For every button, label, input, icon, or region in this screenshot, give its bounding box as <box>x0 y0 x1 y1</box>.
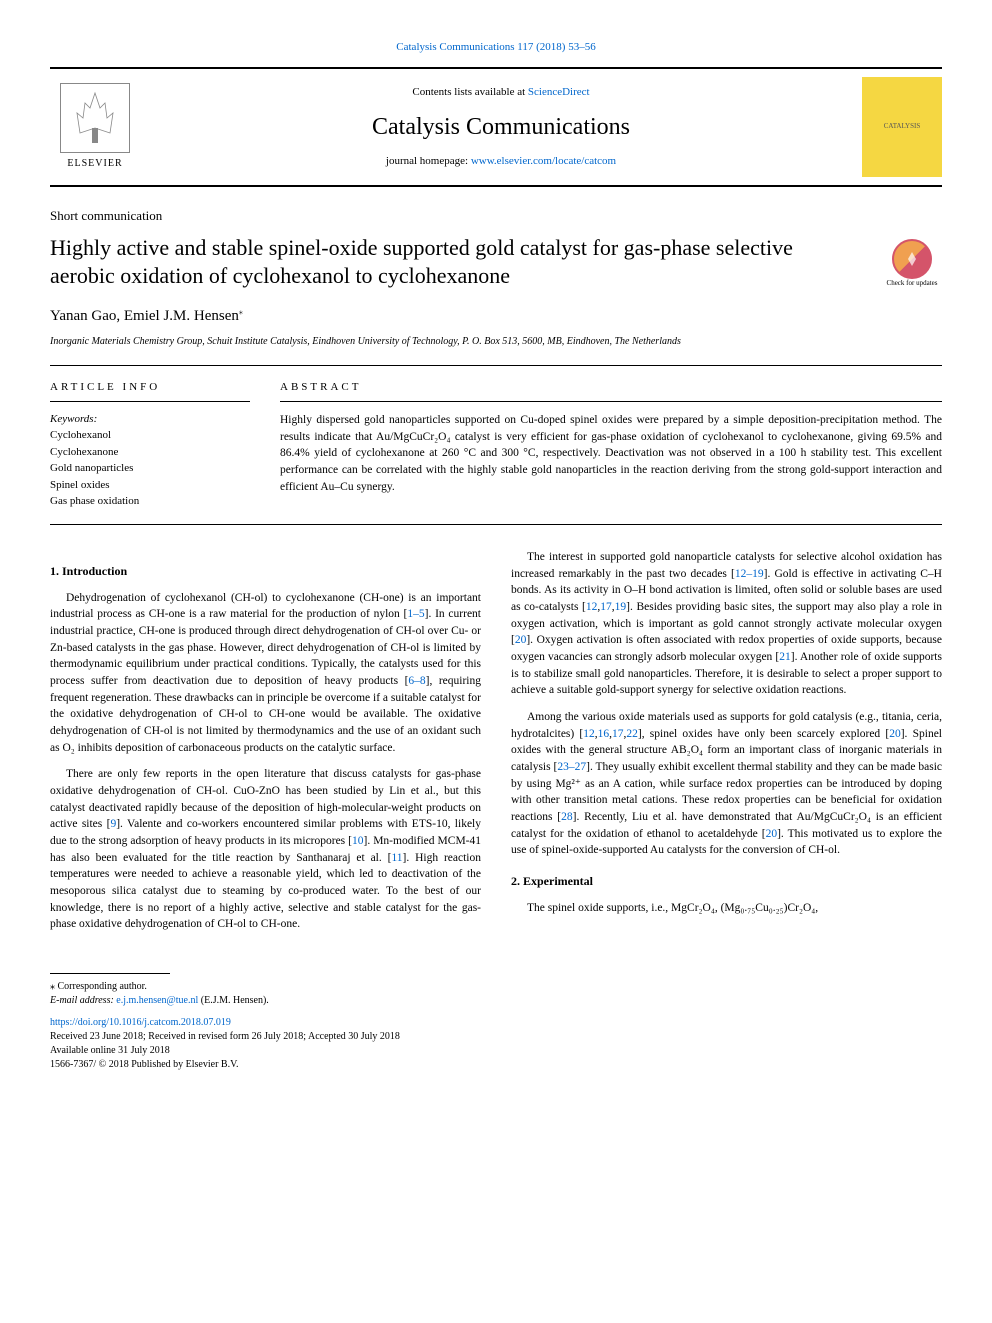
article-title: Highly active and stable spinel-oxide su… <box>50 234 862 291</box>
ref-link[interactable]: 20 <box>515 634 527 646</box>
paragraph: Dehydrogenation of cyclohexanol (CH-ol) … <box>50 590 481 757</box>
ref-link[interactable]: 6–8 <box>408 675 425 687</box>
check-updates-label: Check for updates <box>887 279 938 289</box>
journal-header: ELSEVIER Contents lists available at Sci… <box>50 67 942 187</box>
author-names: Yanan Gao, Emiel J.M. Hensen <box>50 308 239 324</box>
body-columns: 1. Introduction Dehydrogenation of cyclo… <box>50 549 942 943</box>
ref-link[interactable]: 12 <box>583 728 595 740</box>
abstract-heading: ABSTRACT <box>280 380 942 402</box>
elsevier-logo: ELSEVIER <box>50 77 140 177</box>
abstract-column: ABSTRACT Highly dispersed gold nanoparti… <box>280 380 942 510</box>
ref-link[interactable]: 28 <box>561 811 573 823</box>
ref-link[interactable]: 12 <box>586 601 598 613</box>
ref-link[interactable]: 20 <box>766 828 778 840</box>
ref-link[interactable]: 12–19 <box>735 568 764 580</box>
ref-link[interactable]: 17 <box>612 728 624 740</box>
contents-prefix: Contents lists available at <box>412 86 527 98</box>
keyword-item: Gas phase oxidation <box>50 493 250 510</box>
available-line: Available online 31 July 2018 <box>50 1044 942 1058</box>
doi-link[interactable]: https://doi.org/10.1016/j.catcom.2018.07… <box>50 1017 231 1028</box>
homepage-prefix: journal homepage: <box>386 155 471 167</box>
info-heading: ARTICLE INFO <box>50 380 250 402</box>
check-updates-icon <box>892 239 932 279</box>
email-label: E-mail address: <box>50 995 116 1006</box>
info-abstract-row: ARTICLE INFO Keywords: Cyclohexanol Cycl… <box>50 365 942 525</box>
homepage-link[interactable]: www.elsevier.com/locate/catcom <box>471 155 616 167</box>
keyword-item: Cyclohexanone <box>50 444 250 461</box>
received-line: Received 23 June 2018; Received in revis… <box>50 1030 942 1044</box>
ref-link[interactable]: 21 <box>779 651 791 663</box>
corresponding-author-note: ⁎ Corresponding author. <box>50 980 942 994</box>
ref-link[interactable]: 1–5 <box>407 608 424 620</box>
ref-link[interactable]: 10 <box>352 835 364 847</box>
copyright-line: 1566-7367/ © 2018 Published by Elsevier … <box>50 1058 942 1072</box>
check-updates-badge[interactable]: Check for updates <box>882 234 942 294</box>
ref-link[interactable]: 17 <box>600 601 612 613</box>
abstract-text: Highly dispersed gold nanoparticles supp… <box>280 412 942 495</box>
paragraph: There are only few reports in the open l… <box>50 766 481 933</box>
elsevier-name: ELSEVIER <box>67 157 122 171</box>
contents-line: Contents lists available at ScienceDirec… <box>140 85 862 100</box>
ref-link[interactable]: 20 <box>889 728 901 740</box>
homepage-line: journal homepage: www.elsevier.com/locat… <box>140 154 862 169</box>
keyword-item: Cyclohexanol <box>50 427 250 444</box>
text: ], spinel oxides have only been scarcely… <box>638 728 889 740</box>
left-column: 1. Introduction Dehydrogenation of cyclo… <box>50 549 481 943</box>
ref-link[interactable]: 23–27 <box>557 761 586 773</box>
ref-link[interactable]: 16 <box>598 728 610 740</box>
doi-line: https://doi.org/10.1016/j.catcom.2018.07… <box>50 1016 942 1030</box>
article-type: Short communication <box>50 207 942 225</box>
keywords-label: Keywords: <box>50 412 250 427</box>
paragraph: The interest in supported gold nanoparti… <box>511 549 942 699</box>
journal-cover-thumbnail: CATALYSIS <box>862 77 942 177</box>
ref-link[interactable]: 22 <box>626 728 638 740</box>
authors: Yanan Gao, Emiel J.M. Hensen⁎ <box>50 306 942 327</box>
paragraph: Among the various oxide materials used a… <box>511 709 942 859</box>
keyword-item: Gold nanoparticles <box>50 460 250 477</box>
footer-divider <box>50 973 170 974</box>
ref-link[interactable]: 19 <box>615 601 627 613</box>
keyword-item: Spinel oxides <box>50 477 250 494</box>
top-citation: Catalysis Communications 117 (2018) 53–5… <box>50 40 942 55</box>
title-row: Highly active and stable spinel-oxide su… <box>50 234 942 294</box>
intro-heading: 1. Introduction <box>50 563 481 580</box>
email-line: E-mail address: e.j.m.hensen@tue.nl (E.J… <box>50 994 942 1008</box>
elsevier-tree-icon <box>60 83 130 153</box>
affiliation: Inorganic Materials Chemistry Group, Sch… <box>50 335 942 349</box>
journal-name: Catalysis Communications <box>140 111 862 145</box>
experimental-heading: 2. Experimental <box>511 873 942 890</box>
article-info: ARTICLE INFO Keywords: Cyclohexanol Cycl… <box>50 380 250 510</box>
header-center: Contents lists available at ScienceDirec… <box>140 85 862 169</box>
email-suffix: (E.J.M. Hensen). <box>198 995 269 1006</box>
right-column: The interest in supported gold nanoparti… <box>511 549 942 943</box>
email-link[interactable]: e.j.m.hensen@tue.nl <box>116 995 198 1006</box>
ref-link[interactable]: 11 <box>391 852 402 864</box>
corresponding-marker: ⁎ <box>239 307 243 316</box>
paragraph: The spinel oxide supports, i.e., MgCr₂O₄… <box>511 900 942 917</box>
sciencedirect-link[interactable]: ScienceDirect <box>528 86 590 98</box>
